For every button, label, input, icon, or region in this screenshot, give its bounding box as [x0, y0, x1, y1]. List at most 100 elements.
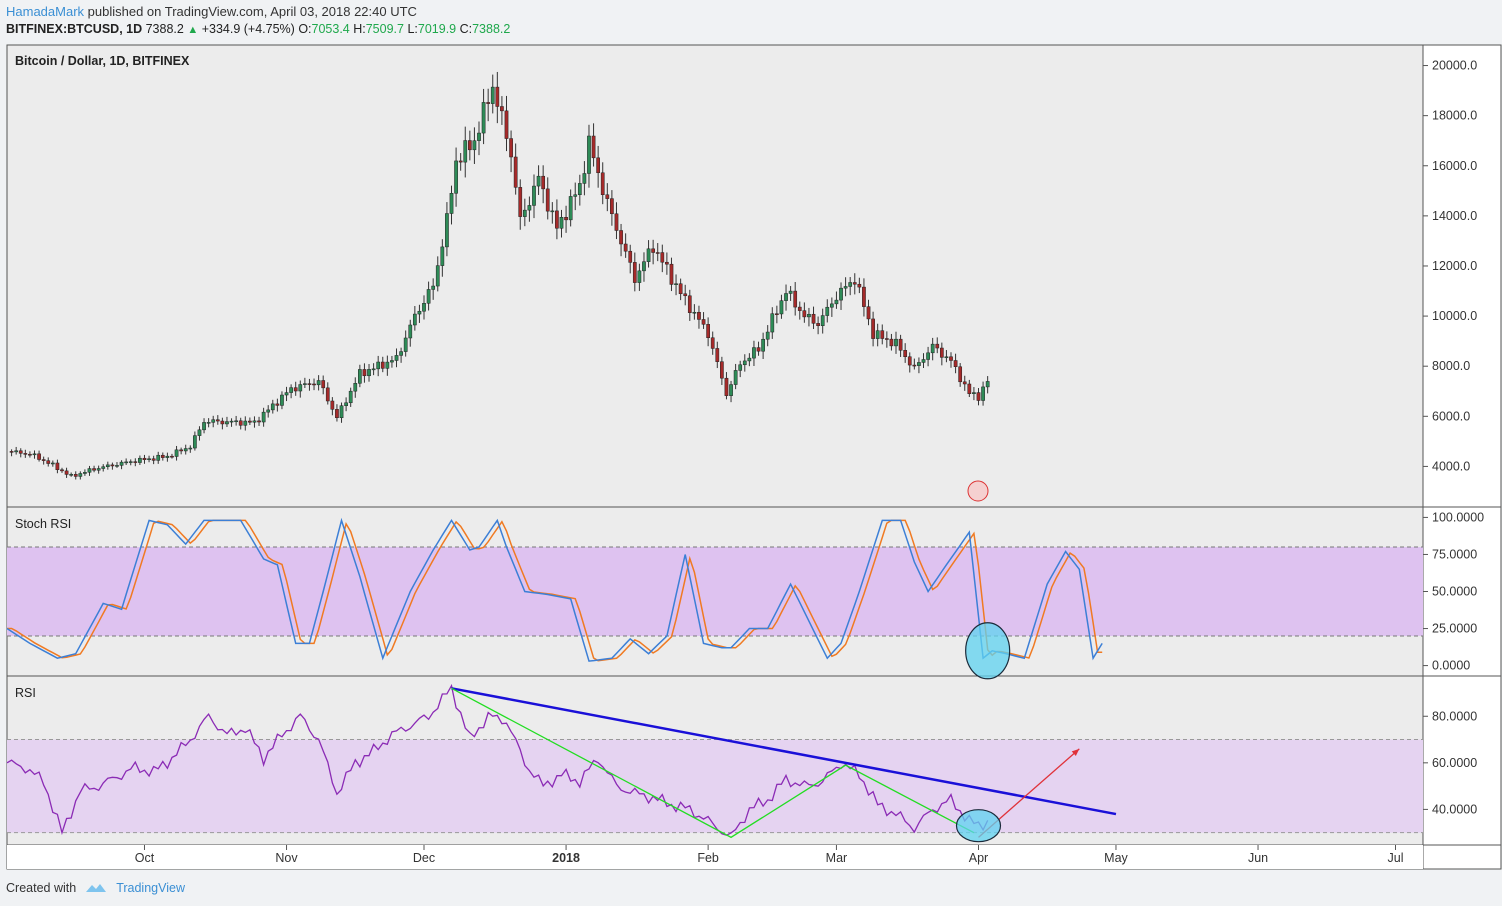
candle-body: [463, 140, 468, 163]
candle-body: [303, 383, 307, 385]
candle-body: [280, 394, 284, 406]
candle-body: [619, 230, 623, 245]
candle-body: [935, 343, 940, 349]
candle-body: [394, 355, 399, 361]
candle-body: [655, 252, 660, 254]
candle-body: [50, 462, 55, 465]
candle-body: [339, 405, 344, 419]
author-link[interactable]: HamadaMark: [6, 4, 85, 19]
candle-body: [504, 110, 509, 139]
candle-body: [742, 360, 747, 366]
candle-body: [431, 285, 436, 290]
rsi-highlight-ellipse[interactable]: [955, 809, 1002, 843]
candle-body: [28, 453, 32, 456]
candle-body: [697, 311, 701, 320]
candle-body: [568, 196, 573, 221]
candle-body: [674, 283, 678, 285]
candle-body: [298, 384, 303, 392]
candle-body: [555, 210, 559, 229]
candle-body: [710, 337, 715, 349]
candle-body: [816, 323, 820, 326]
candle-body: [894, 338, 898, 347]
candle-body: [834, 299, 839, 305]
publish-info: HamadaMark published on TradingView.com,…: [6, 4, 417, 19]
low-label: L:: [407, 22, 418, 36]
candle-body: [225, 421, 229, 425]
ohlc-line: BITFINEX:BTCUSD, 1D 7388.2 ▲ +334.9 (+4.…: [6, 22, 510, 36]
candle-body: [435, 265, 440, 287]
candle-body: [64, 470, 69, 475]
candle-body: [825, 306, 830, 316]
candle-body: [55, 462, 60, 470]
candle-body: [637, 270, 642, 283]
candle-body: [811, 313, 816, 324]
close-label: C:: [459, 22, 473, 36]
candle-body: [660, 252, 665, 263]
candle-body: [843, 286, 848, 289]
price-tick-label: 4000.0: [1432, 459, 1470, 473]
candle-body: [587, 135, 591, 174]
candle-body: [467, 140, 472, 151]
candle-body: [939, 347, 944, 358]
candle-body: [206, 422, 211, 424]
candle-body: [862, 286, 866, 307]
candle-body: [220, 420, 225, 425]
open-value: 7053.4: [311, 22, 350, 36]
candle-body: [967, 383, 972, 394]
candle-body: [907, 356, 912, 366]
tradingview-link[interactable]: TradingView: [116, 881, 185, 895]
candle-body: [628, 250, 633, 263]
candle-body: [170, 455, 174, 458]
stoch-d-line: [7, 519, 1103, 662]
candle-body: [179, 449, 183, 452]
event-flag-icon[interactable]: [967, 480, 989, 502]
candle-body: [197, 429, 202, 436]
candle-body: [128, 461, 133, 463]
candle-body: [390, 360, 394, 363]
candle-body: [321, 380, 326, 389]
time-tick-label: 2018: [552, 851, 580, 865]
candle-body: [953, 360, 958, 368]
candle-body: [41, 459, 46, 461]
candle-body: [706, 324, 710, 338]
candle-body: [880, 330, 885, 339]
candle-body: [211, 419, 216, 423]
price-tick-label: 16000.0: [1432, 159, 1477, 173]
candle-body: [238, 420, 243, 426]
candle-body: [738, 364, 743, 371]
candle-body: [399, 351, 403, 356]
stoch-highlight-ellipse[interactable]: [965, 622, 1011, 680]
time-tick-label: Jun: [1248, 851, 1268, 865]
time-tick-label: Nov: [275, 851, 298, 865]
candle-body: [110, 464, 115, 467]
candle-body: [550, 210, 555, 213]
time-tick-label: Oct: [135, 851, 155, 865]
time-tick-label: Jul: [1388, 851, 1404, 865]
rsi-zigzag-line[interactable]: [451, 687, 975, 839]
candle-body: [119, 461, 124, 466]
rsi-tick-label: 60.0000: [1432, 756, 1477, 770]
candle-body: [793, 290, 798, 308]
candle-body: [775, 313, 779, 315]
published-text: published on TradingView.com, April 03, …: [84, 4, 417, 19]
candle-body: [665, 261, 669, 265]
candle-body: [600, 172, 605, 195]
candle-body: [761, 338, 765, 352]
time-tick-label: Feb: [697, 851, 719, 865]
candle-body: [289, 387, 293, 393]
candle-body: [229, 420, 234, 423]
candle-body: [564, 217, 568, 221]
rsi-trendline[interactable]: [451, 687, 1117, 816]
price-axis: [1422, 44, 1502, 870]
candle-body: [536, 175, 541, 187]
candle-body: [96, 468, 101, 471]
up-arrow-icon: ▲: [187, 24, 199, 36]
candle-body: [765, 331, 770, 340]
candle-body: [481, 102, 486, 134]
price-tick-label: 20000.0: [1432, 59, 1477, 73]
candle-body: [509, 138, 513, 158]
candle-body: [422, 303, 426, 312]
candle-body: [839, 287, 843, 301]
candle-body: [981, 386, 985, 401]
